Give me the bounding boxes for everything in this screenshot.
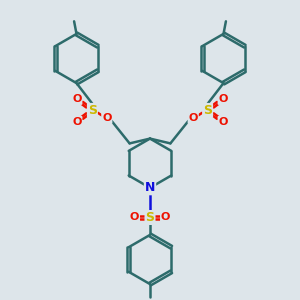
Text: O: O	[102, 113, 112, 123]
Text: O: O	[72, 117, 82, 127]
Text: S: S	[203, 104, 212, 117]
Text: O: O	[161, 212, 170, 223]
Text: O: O	[188, 113, 198, 123]
Text: S: S	[146, 211, 154, 224]
Text: S: S	[88, 104, 97, 117]
Text: N: N	[145, 181, 155, 194]
Text: O: O	[130, 212, 139, 223]
Text: O: O	[218, 94, 228, 104]
Text: O: O	[72, 94, 82, 104]
Text: O: O	[218, 117, 228, 127]
